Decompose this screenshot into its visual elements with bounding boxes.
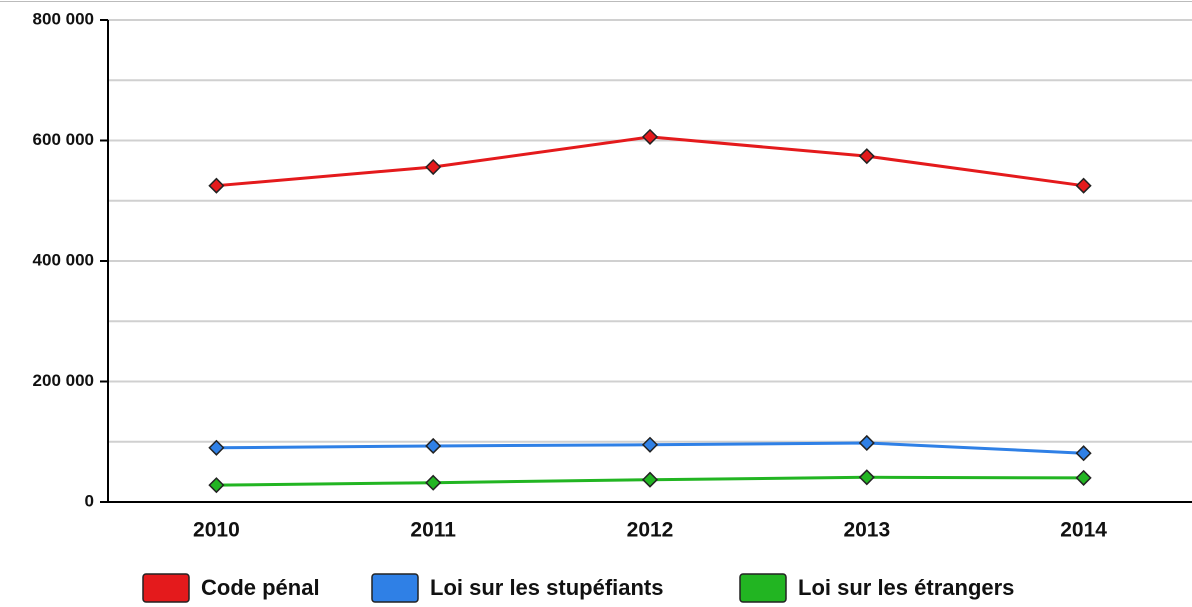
y-tick-label: 800 000 (33, 9, 94, 28)
y-tick-label: 0 (85, 491, 94, 510)
point-marker (858, 434, 875, 452)
legend-label: Code pénal (201, 575, 320, 600)
legend-label: Loi sur les stupéfiants (430, 575, 664, 600)
point-marker (1075, 469, 1092, 486)
point-marker (641, 436, 659, 453)
x-tick-label: 2013 (843, 519, 890, 542)
legend-swatch (371, 573, 419, 603)
point-marker (208, 439, 225, 456)
point-marker (858, 469, 875, 486)
point-marker (425, 474, 442, 491)
y-tick-label: 400 000 (33, 250, 94, 269)
point-marker (641, 128, 659, 145)
point-marker (208, 477, 225, 494)
x-tick-label: 2011 (410, 519, 456, 542)
point-marker (208, 177, 225, 194)
legend-swatch (739, 573, 787, 603)
legend-label: Loi sur les étrangers (798, 575, 1014, 600)
legend-swatch (142, 573, 190, 603)
point-marker (858, 148, 875, 165)
x-tick-label: 2010 (193, 519, 240, 542)
y-tick-label: 600 000 (33, 130, 94, 149)
point-marker (425, 158, 442, 176)
point-marker (425, 437, 442, 455)
point-marker (641, 471, 659, 488)
x-tick-label: 2014 (1060, 519, 1107, 542)
point-marker (1075, 445, 1092, 462)
y-tick-label: 200 000 (33, 371, 94, 390)
x-tick-label: 2012 (627, 519, 674, 542)
point-marker (1075, 177, 1092, 194)
